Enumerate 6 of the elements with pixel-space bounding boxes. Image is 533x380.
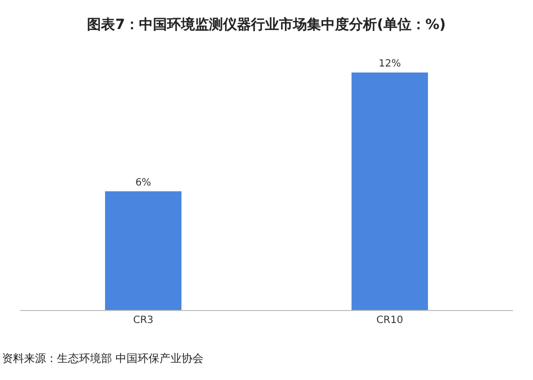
- text: 资料来源：生态环境部 中国环保产业协会: [2, 352, 204, 365]
- chart-title: 图表7：中国环境监测仪器行业市场集中度分析(单位：%): [87, 16, 446, 33]
- data-label: 12%: [378, 58, 401, 70]
- x-tick-label: CR10: [376, 315, 404, 326]
- data-label: 6%: [135, 177, 152, 188]
- x-tick-label: CR3: [133, 315, 154, 326]
